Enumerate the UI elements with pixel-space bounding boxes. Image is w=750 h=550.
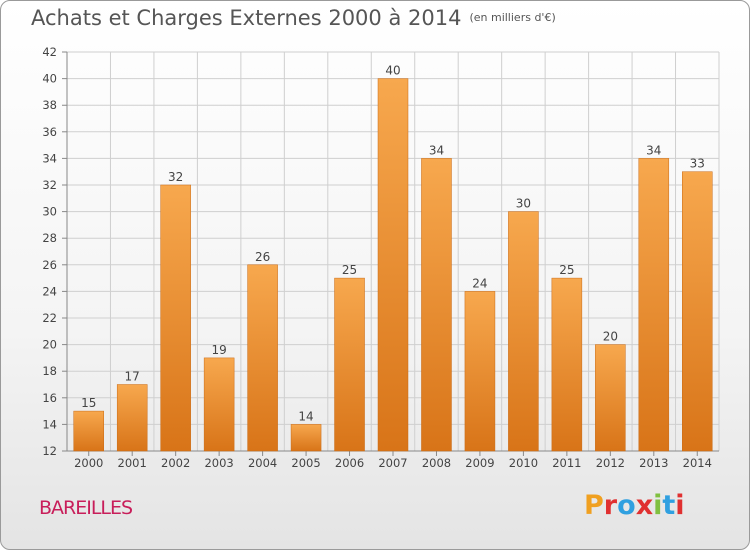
y-tick-label: 22 <box>42 311 57 325</box>
y-tick-label: 24 <box>42 284 57 298</box>
bar-2005[interactable] <box>290 424 322 452</box>
x-tick-label-2002: 2002 <box>161 456 190 470</box>
bar-2001[interactable] <box>116 384 148 452</box>
y-tick-label: 34 <box>42 151 57 165</box>
y-tick-label: 32 <box>42 178 57 192</box>
bar-2003[interactable] <box>203 357 235 452</box>
labels: 15 17 32 19 26 14 25 40 34 24 30 25 20 34 33 <box>81 64 705 424</box>
y-tick-label: 18 <box>42 364 57 378</box>
data-label-2001: 17 <box>125 370 140 384</box>
chart-unit: (en milliers d'€) <box>469 11 556 24</box>
bar-2010[interactable] <box>508 211 539 452</box>
data-label-2003: 19 <box>211 343 226 357</box>
y-tick-label: 14 <box>42 417 57 431</box>
data-label-2005: 14 <box>298 409 313 423</box>
data-label-2002: 32 <box>168 170 183 184</box>
logo-letter: o <box>617 490 636 521</box>
y-tick-label: 30 <box>42 205 57 219</box>
x-tick-label-2011: 2011 <box>552 456 581 470</box>
bar-2006[interactable] <box>334 277 365 452</box>
logo-letter: x <box>635 490 654 521</box>
bar-2009[interactable] <box>464 291 496 452</box>
proxiti-logo[interactable]: Proxiti <box>584 490 685 521</box>
x-tick-label-2004: 2004 <box>248 456 277 470</box>
logo-letter: r <box>603 490 618 521</box>
bar-2000[interactable] <box>73 410 104 452</box>
x-tick-label-2007: 2007 <box>378 456 407 470</box>
commune-name: BAREILLES <box>39 497 133 519</box>
data-label-2007: 40 <box>385 64 400 78</box>
x-tick-label-2009: 2009 <box>465 456 494 470</box>
x-tick-label-2000: 2000 <box>74 456 103 470</box>
y-tick-label: 38 <box>42 98 57 112</box>
logo-letter: t <box>662 490 676 521</box>
data-label-2012: 20 <box>603 330 618 344</box>
x-tick-label-2010: 2010 <box>509 456 538 470</box>
chart-title-text: Achats et Charges Externes 2000 à 2014 <box>31 6 462 30</box>
data-label-2010: 30 <box>516 197 531 211</box>
data-label-2013: 34 <box>646 143 661 157</box>
bar-2012[interactable] <box>595 344 626 452</box>
x-tick-label-2006: 2006 <box>335 456 364 470</box>
data-label-2009: 24 <box>472 276 487 290</box>
logo-letter: i <box>653 490 663 521</box>
logo-letter: P <box>584 490 604 521</box>
y-tick-label: 42 <box>42 45 57 59</box>
x-tick-label-2005: 2005 <box>291 456 320 470</box>
y-tick-label: 40 <box>42 72 57 86</box>
bar-2011[interactable] <box>551 277 583 452</box>
x-tick-label-2014: 2014 <box>683 456 712 470</box>
data-label-2008: 34 <box>429 143 444 157</box>
bars <box>73 78 713 452</box>
bar-2004[interactable] <box>247 264 278 452</box>
axes: 12 14 16 18 20 22 24 26 28 30 32 34 36 38 40 42 2000 2001… <box>42 45 719 470</box>
bar-2014[interactable] <box>682 171 713 452</box>
x-tick-label-2003: 2003 <box>204 456 233 470</box>
y-tick-label: 36 <box>42 125 57 139</box>
y-tick-label: 20 <box>42 338 57 352</box>
data-label-2011: 25 <box>559 263 574 277</box>
x-tick-label-2008: 2008 <box>422 456 451 470</box>
x-tick-label-2012: 2012 <box>596 456 625 470</box>
data-label-2000: 15 <box>81 396 96 410</box>
bar-2007[interactable] <box>377 78 409 452</box>
y-tick-label: 12 <box>42 444 57 458</box>
data-label-2004: 26 <box>255 250 270 264</box>
logo-letter: i <box>675 490 685 521</box>
y-tick-label: 16 <box>42 391 57 405</box>
bar-2002[interactable] <box>160 184 191 452</box>
y-tick-label: 26 <box>42 258 57 272</box>
bar-2008[interactable] <box>421 158 452 452</box>
bar-2013[interactable] <box>638 158 670 452</box>
data-label-2014: 33 <box>690 157 705 171</box>
chart-title: Achats et Charges Externes 2000 à 2014 (e… <box>31 6 556 30</box>
x-tick-label-2001: 2001 <box>118 456 147 470</box>
data-label-2006: 25 <box>342 263 357 277</box>
y-tick-label: 28 <box>42 231 57 245</box>
x-tick-label-2013: 2013 <box>639 456 668 470</box>
